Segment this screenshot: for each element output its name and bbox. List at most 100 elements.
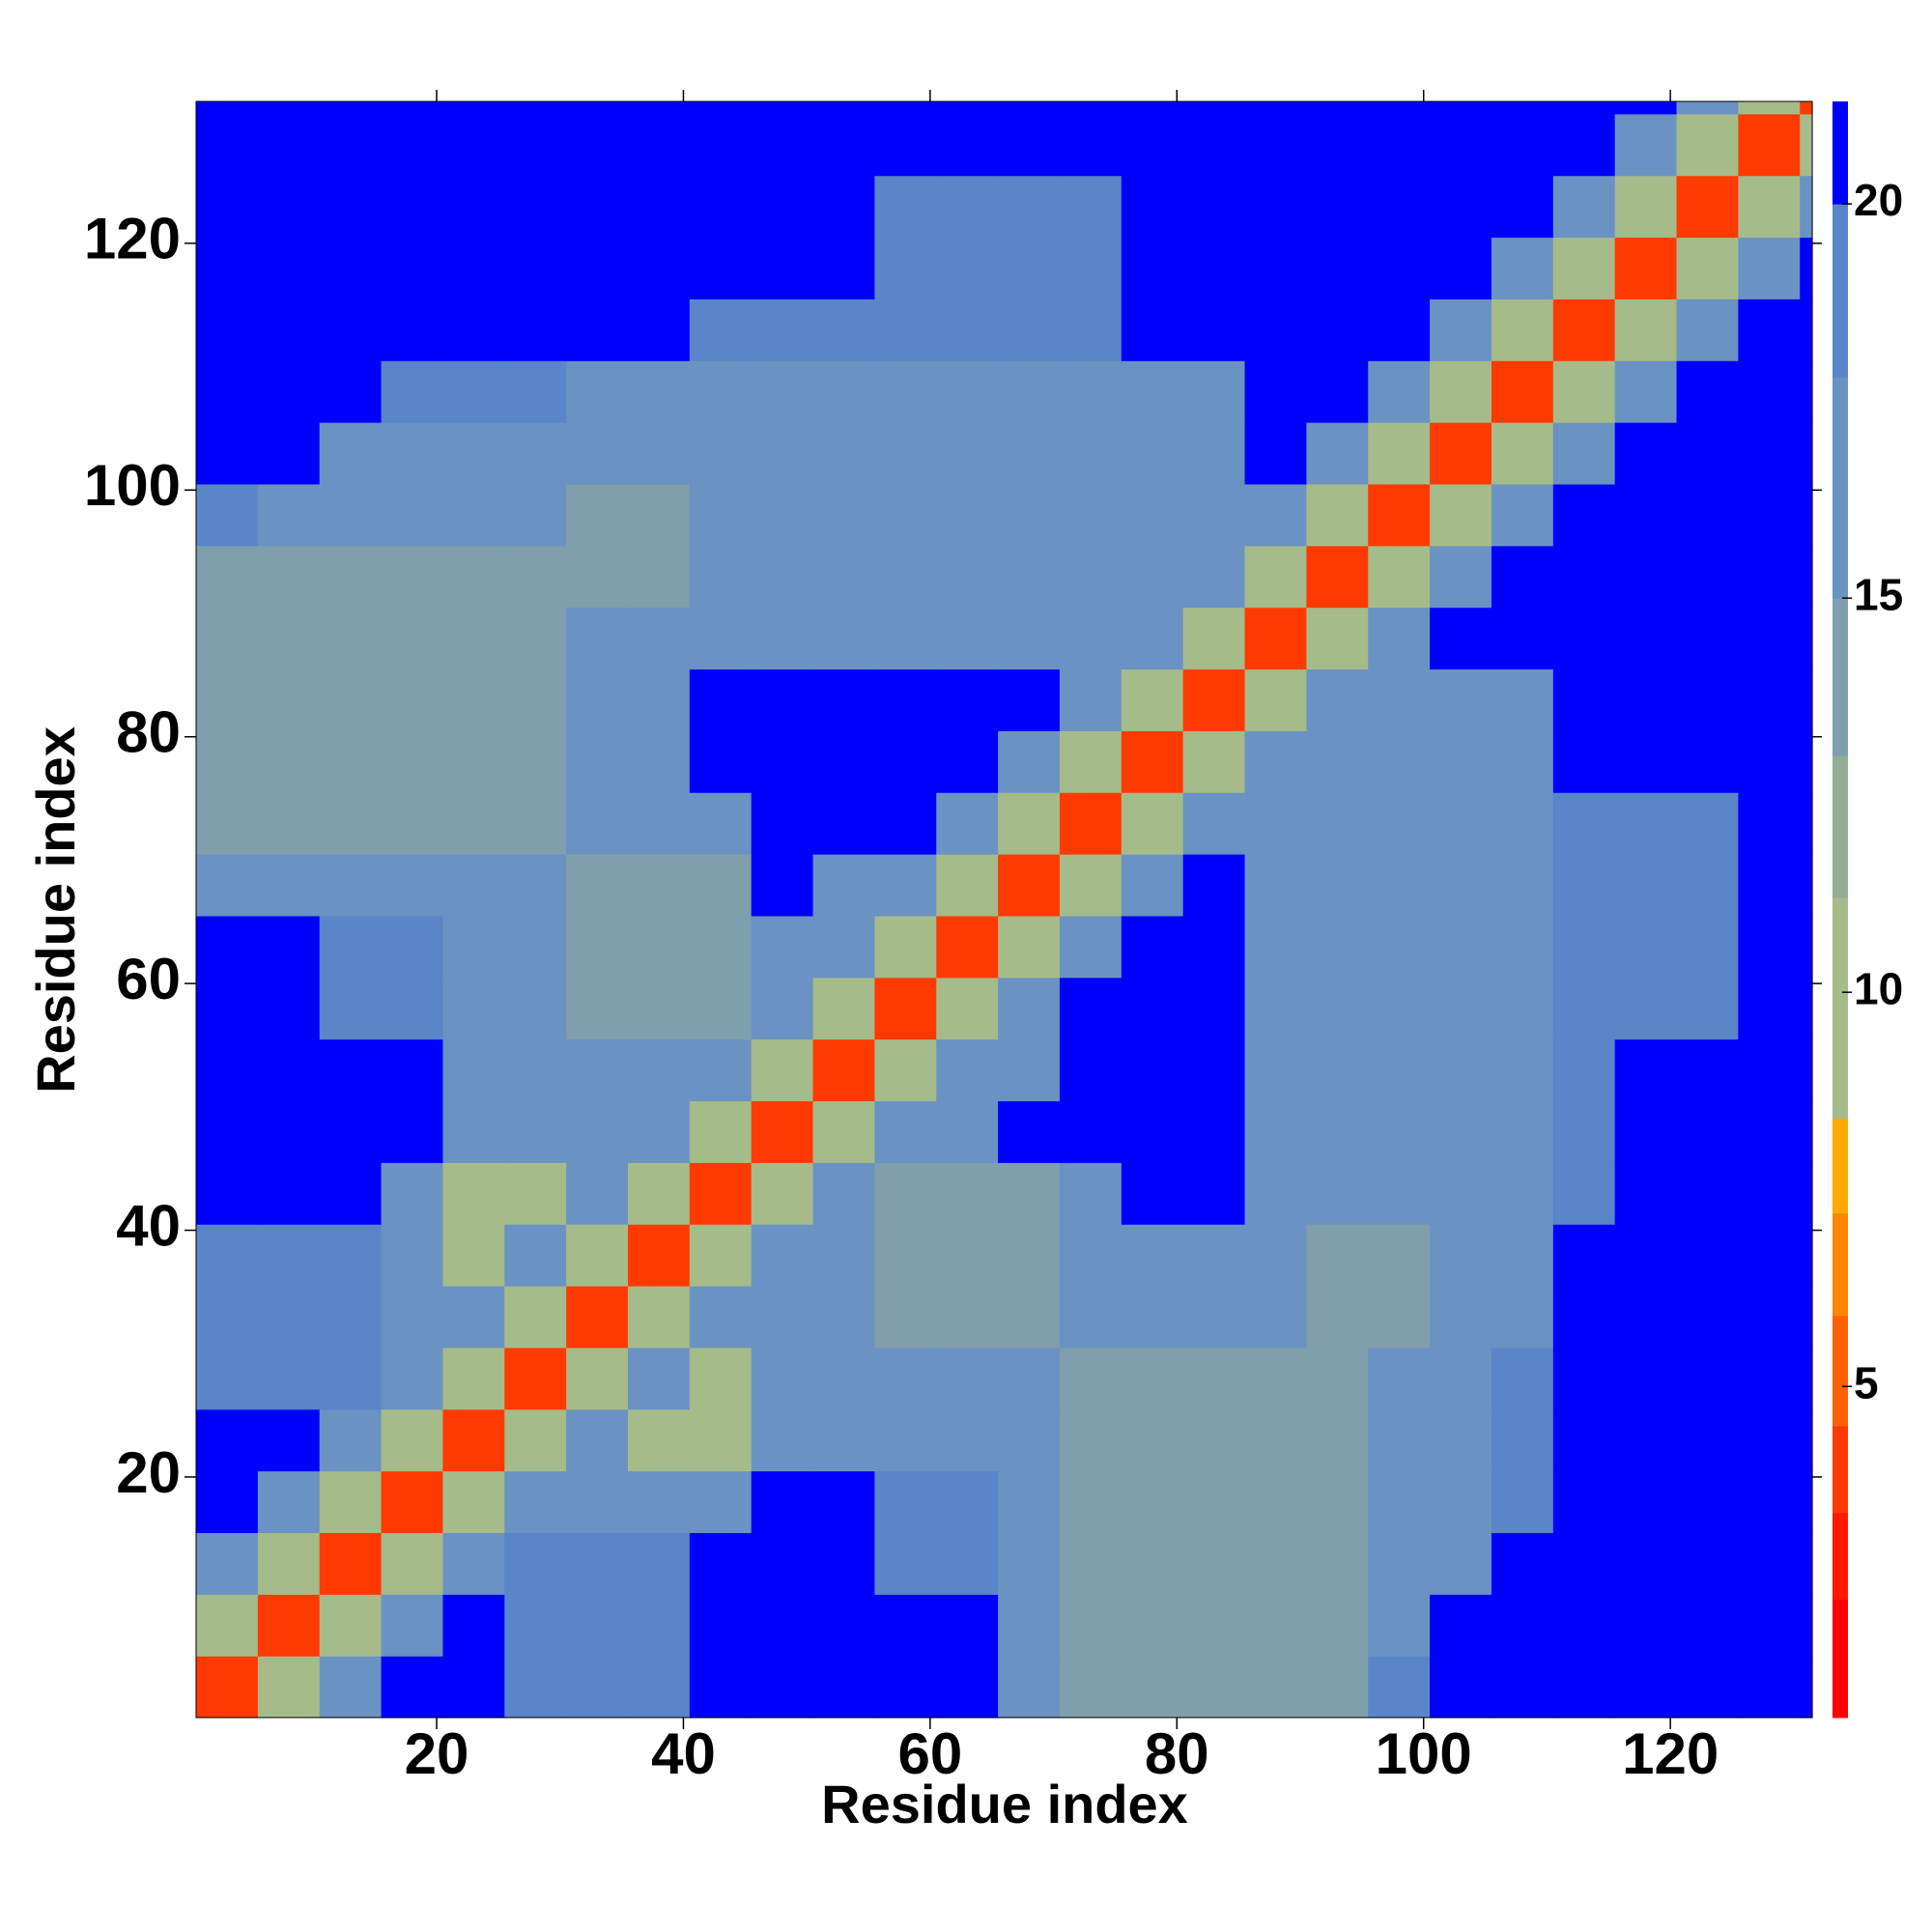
- colorbar-band: [1833, 1315, 1848, 1427]
- heat-cell: [1552, 668, 1616, 731]
- heat-cell: [566, 113, 629, 177]
- heat-cell: [627, 175, 691, 239]
- colorbar-tick-label: 15: [1854, 569, 1903, 619]
- heat-cell: [1121, 1286, 1184, 1349]
- heat-cell: [936, 977, 999, 1040]
- heat-cell: [689, 730, 753, 793]
- heat-cell: [566, 545, 629, 609]
- heat-cell: [1244, 1347, 1307, 1410]
- heat-cell: [1059, 730, 1122, 793]
- heat-cell: [381, 175, 444, 239]
- heat-cell: [257, 607, 321, 670]
- heat-cell: [751, 730, 814, 793]
- heat-cell: [1800, 668, 1813, 731]
- heat-cell: [1368, 545, 1431, 609]
- heat-cell: [257, 360, 321, 423]
- heat-cell: [751, 298, 814, 361]
- heat-cell: [196, 1532, 259, 1595]
- heat-cell: [196, 422, 259, 485]
- heat-cell: [381, 422, 444, 485]
- heat-cell: [1059, 915, 1122, 979]
- heat-cell: [1182, 1162, 1246, 1225]
- heat-cell: [381, 298, 444, 361]
- heat-cell: [1182, 607, 1246, 670]
- heat-cell: [504, 1470, 567, 1534]
- heat-cell: [874, 977, 937, 1040]
- heat-cell: [1491, 360, 1554, 423]
- heat-cell: [504, 483, 567, 547]
- heat-cell: [1614, 977, 1678, 1040]
- heat-cell: [381, 1100, 444, 1163]
- heat-cell: [1738, 545, 1801, 609]
- heat-cell: [196, 792, 259, 855]
- heat-cell: [319, 422, 383, 485]
- heat-cell: [1306, 1656, 1369, 1719]
- heat-cell: [442, 483, 505, 547]
- heat-cell: [1368, 1532, 1431, 1595]
- heat-cell: [812, 792, 876, 855]
- colorbar-tick-label: 5: [1854, 1357, 1879, 1407]
- heat-cell: [998, 977, 1061, 1040]
- heat-cell: [1491, 1408, 1554, 1472]
- heat-cell: [1182, 854, 1246, 917]
- heat-cell: [381, 977, 444, 1040]
- heat-cell: [566, 101, 629, 115]
- heat-cell: [998, 1594, 1061, 1657]
- heat-cell: [1614, 360, 1678, 423]
- heat-cell: [874, 113, 937, 177]
- heat-cell: [1368, 1162, 1431, 1225]
- heat-cell: [627, 298, 691, 361]
- heat-cell: [689, 854, 753, 917]
- heat-cell: [1430, 730, 1492, 793]
- heat-cell: [812, 977, 876, 1040]
- heat-cell: [566, 1162, 629, 1225]
- heat-cell: [1552, 1470, 1616, 1534]
- heat-cell: [1676, 1532, 1739, 1595]
- heat-cell: [689, 915, 753, 979]
- heat-cell: [1244, 1532, 1307, 1595]
- heat-cell: [1306, 483, 1369, 547]
- heat-cell: [442, 792, 505, 855]
- heat-cell: [1306, 175, 1369, 239]
- heat-cell: [1738, 977, 1801, 1040]
- heat-cell: [381, 1286, 444, 1349]
- heat-cell: [751, 1224, 814, 1287]
- heat-cell: [1430, 1100, 1492, 1163]
- heat-cell: [319, 1286, 383, 1349]
- heat-cell: [442, 1224, 505, 1287]
- heat-cell: [319, 175, 383, 239]
- heat-cell: [196, 1286, 259, 1349]
- heat-cell: [936, 360, 999, 423]
- heat-cell: [1368, 483, 1431, 547]
- heat-cell: [319, 915, 383, 979]
- heat-cell: [504, 607, 567, 670]
- heat-cell: [1491, 422, 1554, 485]
- heat-cell: [998, 545, 1061, 609]
- colorbar-tick-label: 20: [1854, 175, 1903, 225]
- heat-cell: [1552, 101, 1616, 115]
- heat-cell: [319, 1162, 383, 1225]
- heat-cell: [1244, 113, 1307, 177]
- heat-cell: [196, 237, 259, 299]
- heat-cell: [936, 792, 999, 855]
- heat-cell: [1552, 792, 1616, 855]
- heat-cell: [1552, 545, 1616, 609]
- heat-cell: [627, 545, 691, 609]
- heat-cell: [1800, 113, 1813, 177]
- heat-cell: [196, 854, 259, 917]
- y-axis-label: Residue index: [25, 726, 86, 1094]
- heat-cell: [1800, 1656, 1813, 1719]
- heat-cell: [257, 668, 321, 731]
- heat-cell: [1121, 1100, 1184, 1163]
- heat-cell: [812, 545, 876, 609]
- heat-cell: [812, 1532, 876, 1595]
- heat-cell: [1244, 237, 1307, 299]
- heat-cell: [936, 668, 999, 731]
- heat-cell: [566, 1594, 629, 1657]
- heat-cell: [1121, 422, 1184, 485]
- heat-cell: [1121, 1532, 1184, 1595]
- heat-cell: [1491, 1532, 1554, 1595]
- heat-cell: [1614, 1286, 1678, 1349]
- heat-cell: [812, 298, 876, 361]
- heat-cell: [998, 607, 1061, 670]
